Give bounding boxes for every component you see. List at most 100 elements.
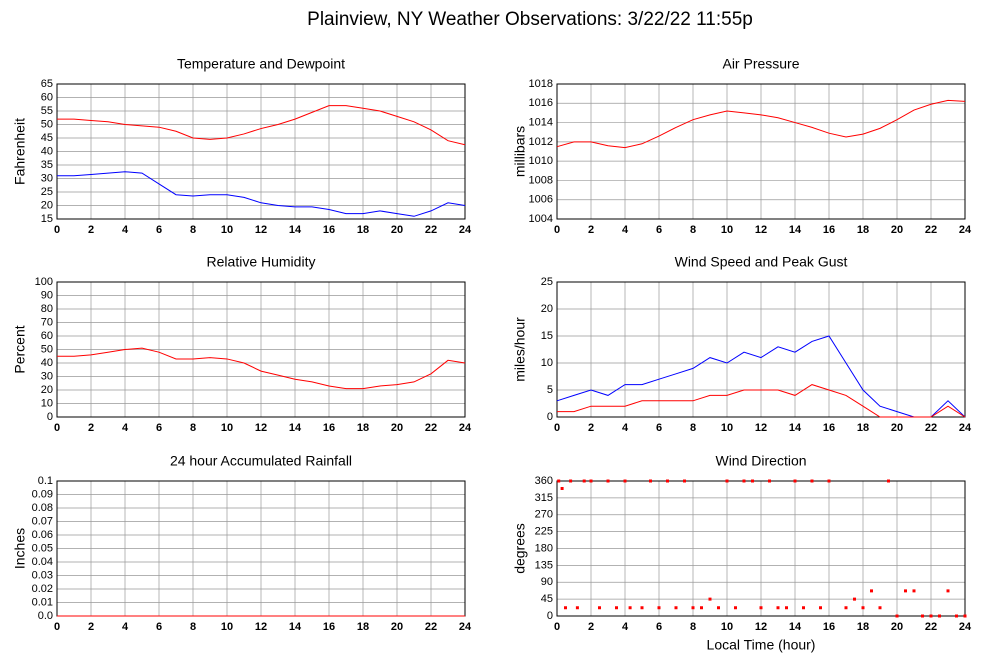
y-tick-label: 50	[41, 118, 53, 130]
page-title: Plainview, NY Weather Observations: 3/22…	[307, 9, 753, 30]
x-tick-label: 22	[925, 422, 937, 434]
y-tick-label: 20	[41, 199, 53, 211]
y-axis-label: millibars	[512, 126, 528, 177]
data-point	[751, 479, 754, 483]
x-tick-label: 10	[721, 621, 733, 633]
y-tick-label: 0.01	[32, 596, 53, 608]
y-tick-label: 35	[41, 159, 53, 171]
x-tick-label: 10	[221, 621, 233, 633]
x-tick-label: 10	[221, 422, 233, 434]
x-tick-label: 22	[425, 224, 437, 236]
x-tick-label: 24	[459, 422, 472, 434]
y-tick-label: 1018	[529, 78, 553, 90]
y-tick-label: 45	[541, 593, 553, 605]
y-tick-label: 40	[41, 145, 53, 157]
data-point	[725, 479, 729, 483]
x-tick-label: 10	[721, 422, 733, 434]
y-tick-label: 315	[535, 492, 553, 504]
x-tick-label: 16	[823, 422, 835, 434]
data-point	[904, 589, 907, 593]
data-point	[734, 606, 737, 610]
plot-frame	[56, 281, 466, 418]
y-tick-label: 60	[41, 91, 53, 103]
y-tick-label: 15	[41, 213, 53, 225]
x-tick-label: 2	[88, 224, 94, 236]
x-axis-label: Local Time (hour)	[707, 637, 816, 653]
y-axis-label: Inches	[12, 528, 28, 569]
data-point	[819, 606, 822, 610]
data-point	[598, 606, 601, 610]
y-tick-label: 40	[41, 357, 53, 369]
x-tick-label: 18	[357, 621, 369, 633]
y-tick-label: 0.05	[32, 542, 53, 554]
x-tick-label: 6	[656, 422, 662, 434]
x-tick-label: 24	[959, 224, 972, 236]
y-tick-label: 0.09	[32, 488, 53, 500]
x-tick-label: 4	[622, 224, 629, 236]
x-tick-label: 4	[122, 422, 129, 434]
x-tick-label: 16	[823, 621, 835, 633]
data-point	[640, 606, 644, 610]
x-tick-label: 2	[588, 621, 594, 633]
y-tick-label: 65	[41, 78, 53, 90]
y-tick-label: 0.04	[32, 556, 53, 568]
x-tick-label: 0	[54, 621, 60, 633]
x-tick-label: 22	[425, 621, 437, 633]
data-point	[575, 606, 579, 610]
y-axis-label: Percent	[12, 325, 28, 373]
y-tick-label: 1016	[529, 97, 553, 109]
data-point	[938, 614, 941, 618]
y-tick-label: 225	[535, 526, 553, 538]
x-tick-label: 0	[554, 621, 560, 633]
chart-title: Wind Direction	[715, 453, 806, 469]
y-tick-label: 30	[41, 172, 53, 184]
y-tick-label: 50	[41, 343, 53, 355]
x-tick-label: 14	[289, 621, 302, 633]
data-line	[57, 105, 466, 146]
x-tick-label: 8	[690, 422, 696, 434]
data-point	[582, 479, 586, 483]
x-tick-label: 24	[459, 224, 472, 236]
y-tick-label: 1012	[529, 136, 553, 148]
x-tick-label: 24	[959, 422, 972, 434]
y-tick-label: 25	[41, 186, 53, 198]
x-tick-label: 20	[391, 224, 403, 236]
data-line	[556, 99, 966, 149]
data-point	[759, 606, 763, 610]
x-tick-label: 2	[88, 422, 94, 434]
data-point	[853, 597, 856, 601]
data-point	[742, 479, 746, 483]
x-tick-label: 12	[755, 224, 767, 236]
data-point	[929, 614, 933, 618]
x-tick-label: 24	[459, 621, 472, 633]
x-tick-label: 18	[357, 422, 369, 434]
data-point	[878, 606, 882, 610]
data-point	[557, 479, 561, 483]
data-point	[657, 606, 661, 610]
data-point	[649, 479, 652, 483]
y-tick-label: 270	[535, 509, 553, 521]
data-point	[589, 479, 593, 483]
data-point	[887, 479, 890, 483]
x-tick-label: 24	[959, 621, 972, 633]
x-tick-label: 8	[690, 621, 696, 633]
y-tick-label: 0.06	[32, 529, 53, 541]
x-tick-label: 2	[88, 621, 94, 633]
y-tick-label: 0.1	[38, 475, 53, 487]
y-tick-label: 100	[35, 276, 53, 288]
x-tick-label: 8	[190, 422, 196, 434]
y-tick-label: 55	[41, 105, 53, 117]
y-tick-label: 45	[41, 132, 53, 144]
data-point	[623, 479, 627, 483]
data-point	[717, 606, 720, 610]
x-tick-label: 6	[656, 224, 662, 236]
x-tick-label: 4	[622, 422, 629, 434]
y-tick-label: 0.03	[32, 569, 53, 581]
x-tick-label: 20	[891, 422, 903, 434]
chart-title: 24 hour Accumulated Rainfall	[170, 453, 352, 469]
data-point	[674, 606, 678, 610]
data-point	[921, 614, 924, 618]
x-tick-label: 12	[755, 422, 767, 434]
x-tick-label: 18	[857, 422, 869, 434]
y-tick-label: 90	[41, 289, 53, 301]
